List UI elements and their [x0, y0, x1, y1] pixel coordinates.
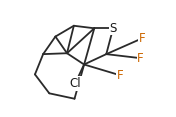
Text: S: S	[109, 22, 117, 35]
Text: F: F	[139, 32, 145, 45]
Text: F: F	[137, 52, 144, 65]
Text: F: F	[117, 69, 124, 82]
Text: Cl: Cl	[69, 77, 81, 90]
